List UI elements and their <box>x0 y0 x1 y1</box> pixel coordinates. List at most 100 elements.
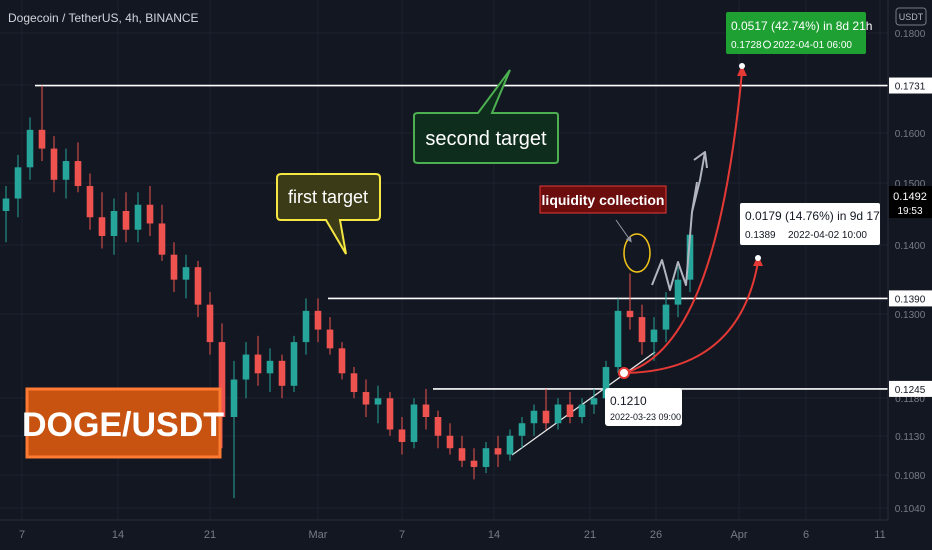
candle-body <box>614 310 622 368</box>
start-point-date: 2022-03-23 09:00 <box>610 412 681 422</box>
measurement-box-second[interactable]: 0.0517 (42.74%) in 8d 21h 0.1728 2022-04… <box>726 12 872 54</box>
candle-body <box>434 416 442 436</box>
x-tick-label: 7 <box>399 529 405 541</box>
y-tick-label: 0.1300 <box>895 310 926 321</box>
candle-body <box>278 360 286 386</box>
candle-body <box>338 348 346 374</box>
y-tick-label: 0.1500 <box>895 179 926 190</box>
candle-body <box>590 398 598 405</box>
second-target-callout[interactable]: second target <box>413 69 559 164</box>
start-point-box[interactable]: 0.1210 2022-03-23 09:00 <box>605 388 682 426</box>
time-axis-ticks: 7 14 21 Mar 7 14 21 26 Apr 6 11 <box>19 529 886 541</box>
candle-body <box>266 360 274 374</box>
candle-body <box>134 204 142 230</box>
pair-label-box: DOGE/USDT <box>22 387 224 459</box>
candle-body <box>410 404 418 442</box>
y-tick-label: 0.1400 <box>895 241 926 252</box>
arrowhead-second-target <box>737 65 747 76</box>
candle-body <box>398 429 406 442</box>
candle-body <box>530 410 538 424</box>
measurement-box-first[interactable]: 0.0179 (14.76%) in 9d 17h 0.1389 2022-04… <box>740 203 886 245</box>
candle-body <box>230 379 238 417</box>
candle-body <box>50 148 58 180</box>
candle-body <box>362 392 370 405</box>
x-tick-label: Mar <box>309 529 328 541</box>
level-badges: 0.1731 0.1390 0.1245 <box>889 77 932 397</box>
candles <box>2 85 694 499</box>
y-tick-label: 0.1040 <box>895 504 926 515</box>
measurement-second-line1: 0.0517 (42.74%) in 8d 21h <box>731 19 872 33</box>
candle-body <box>98 217 106 236</box>
hand-drawn-arrow <box>651 151 708 291</box>
candle-body <box>182 267 190 280</box>
y-tick-label: 0.1180 <box>895 394 925 405</box>
clock-icon <box>763 40 771 49</box>
currency-button[interactable]: USDT <box>895 7 927 26</box>
candle-body <box>2 198 10 211</box>
level-badge-label: 0.1390 <box>895 294 926 305</box>
measurement-first-line1: 0.0179 (14.76%) in 9d 17h <box>745 209 886 223</box>
candle-body <box>422 404 430 417</box>
candle-body <box>506 435 514 455</box>
current-price-badge: 0.1492 19:53 <box>889 186 932 218</box>
candle-body <box>674 279 682 305</box>
pair-label: DOGE/USDT <box>22 406 224 444</box>
liquidity-pointer <box>615 219 632 243</box>
candle-body <box>86 186 94 218</box>
candle-body <box>470 460 478 467</box>
x-tick-label: 14 <box>112 529 124 541</box>
measurement-second-price: 0.1728 <box>731 40 762 51</box>
target-point-marker-first <box>755 255 761 261</box>
measurement-first-price: 0.1389 <box>745 230 776 241</box>
candle-body <box>686 234 694 280</box>
liquidity-callout[interactable]: liquidity collection <box>539 185 667 214</box>
candle-body <box>662 304 670 330</box>
candle-body <box>386 398 394 430</box>
candle-body <box>458 448 466 461</box>
candle-body <box>326 329 334 349</box>
candle-body <box>194 267 202 305</box>
x-tick-label: Apr <box>730 529 747 541</box>
candle-body <box>26 129 34 168</box>
candle-body <box>542 410 550 424</box>
level-badge-label: 0.1731 <box>895 82 926 93</box>
candle-body <box>494 448 502 455</box>
level-badge-label: 0.1245 <box>895 385 926 396</box>
liquidity-zone-circle <box>623 233 651 273</box>
candle-body <box>74 161 82 187</box>
candle-body <box>482 448 490 467</box>
chart-title: Dogecoin / TetherUS, 4h, BINANCE <box>8 11 199 25</box>
measurement-second-date: 2022-04-01 06:00 <box>773 40 852 51</box>
candle-body <box>170 254 178 280</box>
candle-body <box>290 342 298 386</box>
start-point-price: 0.1210 <box>610 394 647 408</box>
second-target-label: second target <box>425 128 547 150</box>
currency-label: USDT <box>899 12 924 22</box>
candle-body <box>446 435 454 449</box>
candle-body <box>146 204 154 224</box>
first-target-label: first target <box>288 187 368 207</box>
candle-body <box>650 329 658 343</box>
x-tick-label: 7 <box>19 529 25 541</box>
candle-body <box>566 404 574 417</box>
candle-body <box>554 404 562 424</box>
grid <box>0 0 888 520</box>
x-tick-label: 6 <box>803 529 809 541</box>
measurement-first-date: 2022-04-02 10:00 <box>788 230 867 241</box>
candle-body <box>302 310 310 343</box>
candle-body <box>254 354 262 374</box>
candle-body <box>638 317 646 343</box>
level-badge <box>889 77 932 94</box>
y-tick-label: 0.1080 <box>895 471 926 482</box>
level-badge <box>889 380 932 397</box>
y-tick-label: 0.1600 <box>895 129 926 140</box>
candle-body <box>206 304 214 343</box>
current-price: 0.1492 <box>893 191 927 203</box>
candle-body <box>14 167 22 199</box>
projection-curve-first-target <box>623 261 759 374</box>
candle-body <box>578 404 586 417</box>
first-target-callout[interactable]: first target <box>276 173 381 255</box>
current-price-countdown: 19:53 <box>897 206 922 217</box>
